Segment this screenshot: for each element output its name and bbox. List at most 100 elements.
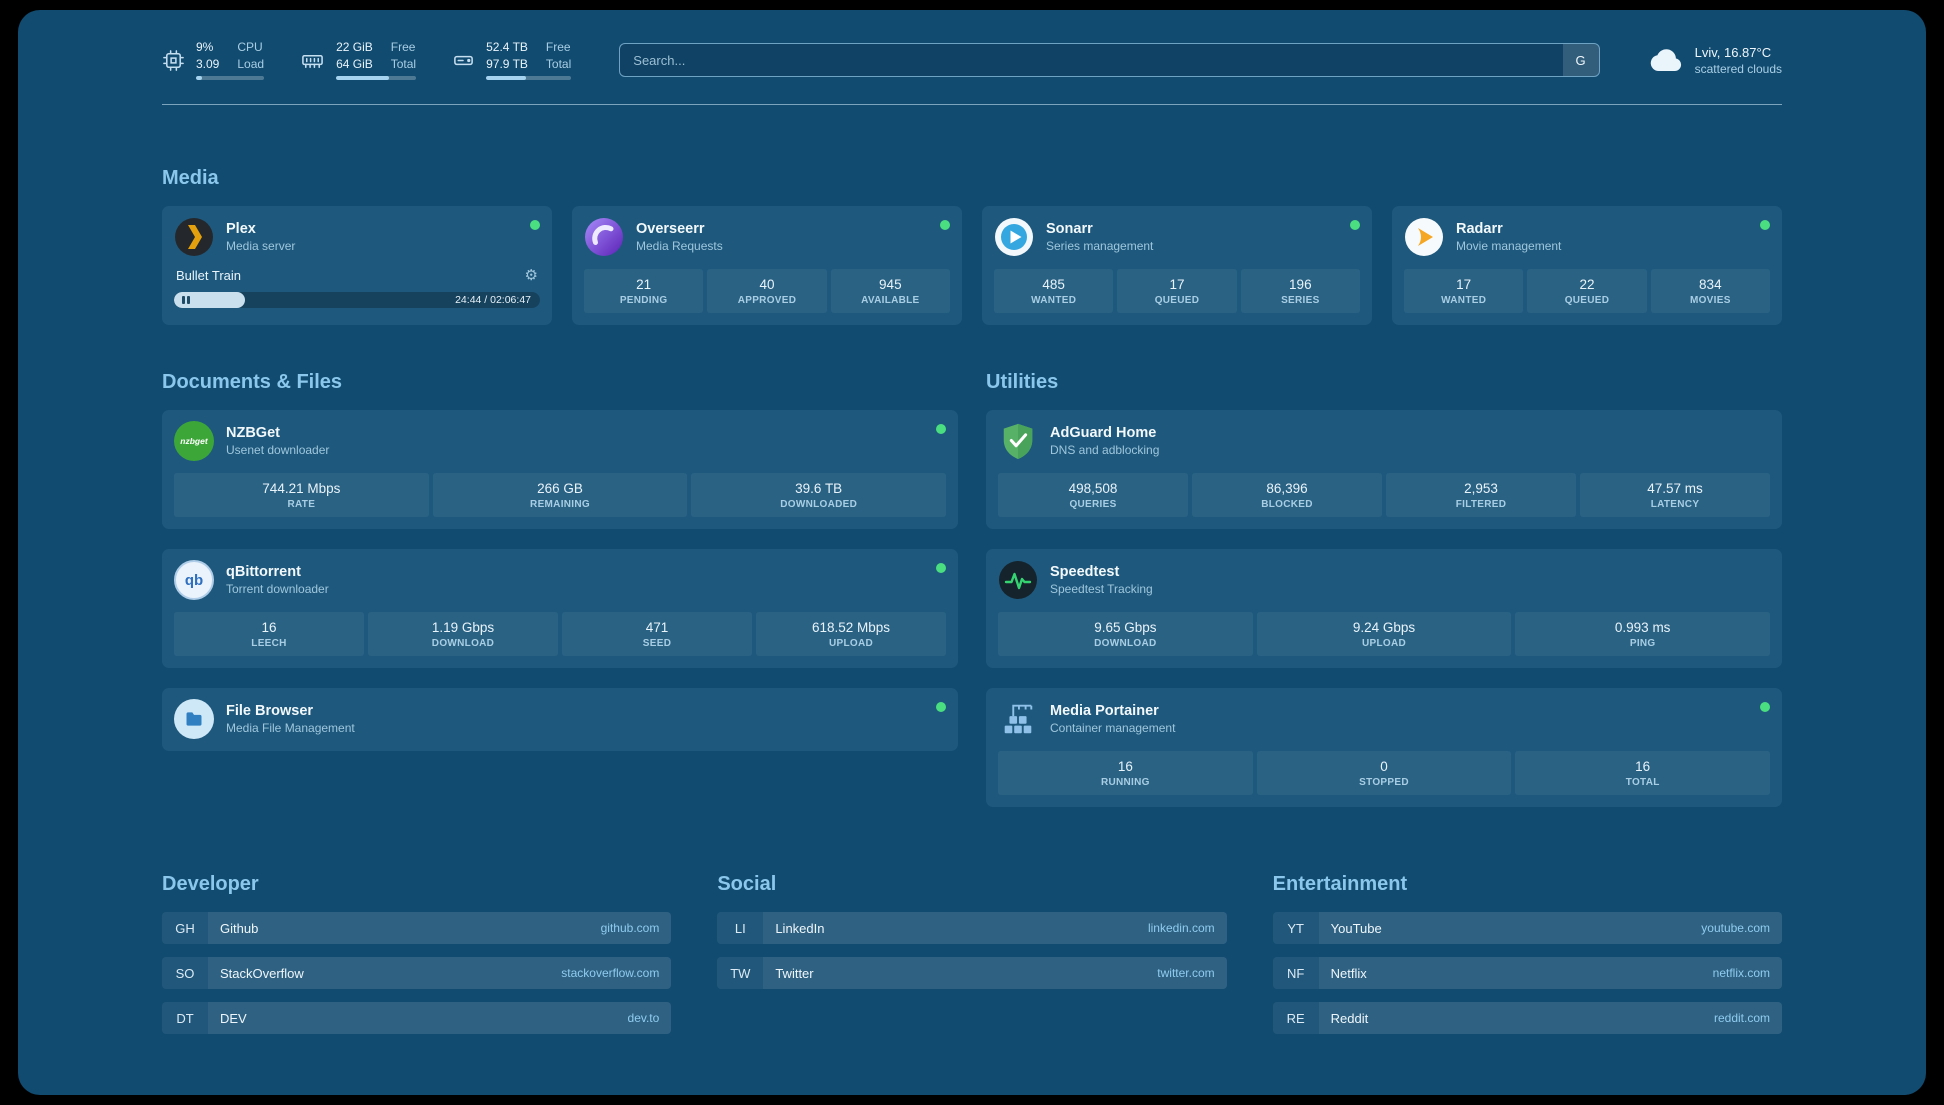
- bookmark-url: github.com: [600, 921, 660, 936]
- stat: 618.52 Mbps UPLOAD: [756, 612, 946, 657]
- stat-label: DOWNLOADED: [780, 499, 858, 511]
- service-subtitle: Speedtest Tracking: [1050, 582, 1153, 597]
- disk-icon: [452, 49, 475, 72]
- stat-label: LATENCY: [1650, 499, 1700, 511]
- service-subtitle: Media Requests: [636, 239, 723, 254]
- service-title: File Browser: [226, 703, 314, 720]
- memory-free-value: 22 GiB: [336, 40, 373, 54]
- service-title: qBittorrent: [226, 564, 301, 581]
- card-filebrowser[interactable]: File Browser Media File Management: [162, 688, 958, 752]
- stat-value: 17: [1456, 277, 1472, 293]
- stat: 834 MOVIES: [1650, 269, 1770, 314]
- stat-label: MOVIES: [1689, 295, 1731, 307]
- status-dot: [936, 563, 946, 574]
- status-dot: [1350, 220, 1360, 231]
- stat: 0.993 ms PING: [1515, 612, 1771, 657]
- card-plex[interactable]: Plex Media server Bullet Train ⚙ 24:44 /…: [162, 206, 552, 326]
- service-title: Overseerr: [636, 221, 705, 238]
- bookmark-name: Github: [220, 920, 259, 936]
- stat-value: 16: [1117, 759, 1133, 775]
- bookmark-abbr: DT: [162, 1002, 208, 1035]
- service-title: AdGuard Home: [1050, 425, 1157, 442]
- bookmark-twitter[interactable]: TW Twitter twitter.com: [717, 957, 1227, 990]
- stat-value: 47.57 ms: [1647, 481, 1703, 497]
- stat-label: SERIES: [1281, 295, 1320, 307]
- stat-value: 2,953: [1464, 481, 1498, 497]
- stat-label: RUNNING: [1100, 777, 1150, 789]
- top-bar: 9% 3.09 CPU Load: [162, 40, 1782, 81]
- bookmark-netflix[interactable]: NF Netflix netflix.com: [1272, 957, 1782, 990]
- status-dot: [530, 220, 540, 231]
- card-sonarr[interactable]: Sonarr Series management 485 WANTED 17 Q…: [982, 206, 1372, 326]
- service-title: Sonarr: [1046, 221, 1093, 238]
- cloud-icon: [1648, 47, 1684, 73]
- card-portainer[interactable]: Media Portainer Container management 16 …: [986, 688, 1782, 808]
- stat: 196 SERIES: [1240, 269, 1360, 314]
- stat: 39.6 TB DOWNLOADED: [691, 473, 947, 518]
- bookmark-name: Reddit: [1330, 1010, 1369, 1026]
- bookmark-url: youtube.com: [1701, 921, 1770, 936]
- stat-value: 17: [1169, 277, 1185, 293]
- stat-value: 498,508: [1068, 481, 1118, 497]
- stat-value: 40: [759, 277, 775, 293]
- stat-value: 0: [1380, 759, 1388, 775]
- weather-location: Lviv, 16.87°C: [1694, 44, 1772, 60]
- stat: 47.57 ms LATENCY: [1580, 473, 1770, 518]
- bookmark-name: DEV: [220, 1010, 247, 1026]
- bookmark-github[interactable]: GH Github github.com: [162, 912, 672, 945]
- search-input[interactable]: [620, 44, 1563, 77]
- memory-total-label: Total: [390, 56, 417, 71]
- gear-icon[interactable]: ⚙: [524, 267, 538, 285]
- bookmark-url: twitter.com: [1157, 966, 1215, 981]
- stat-value: 22: [1579, 277, 1595, 293]
- stat-label: SEED: [642, 638, 672, 650]
- stat-value: 485: [1042, 277, 1065, 293]
- memory-icon: [300, 49, 325, 72]
- sonarr-icon: [994, 217, 1034, 257]
- card-adguard[interactable]: AdGuard Home DNS and adblocking 498,508 …: [986, 410, 1782, 530]
- stat: 9.24 Gbps UPLOAD: [1256, 612, 1512, 657]
- card-qbittorrent[interactable]: qb qBittorrent Torrent downloader 16 LEE…: [162, 549, 958, 669]
- stat: 485 WANTED: [994, 269, 1114, 314]
- stat-label: FILTERED: [1455, 499, 1507, 511]
- overseerr-icon: [584, 217, 624, 257]
- bookmark-abbr: YT: [1272, 912, 1319, 945]
- speedtest-icon: [998, 560, 1038, 600]
- card-speedtest[interactable]: Speedtest Speedtest Tracking 9.65 Gbps D…: [986, 549, 1782, 669]
- stat: 21 PENDING: [584, 269, 704, 314]
- memory-total-value: 64 GiB: [336, 56, 373, 71]
- bookmark-youtube[interactable]: YT YouTube youtube.com: [1272, 912, 1782, 945]
- stat-value: 21: [636, 277, 652, 293]
- service-subtitle: Usenet downloader: [226, 443, 330, 458]
- section-utilities: Utilities AdGuard Home DNS and adblockin…: [986, 371, 1782, 808]
- stat-label: REMAINING: [530, 499, 590, 511]
- playback-progress-bar[interactable]: 24:44 / 02:06:47: [174, 292, 540, 309]
- stat-value: 86,396: [1266, 481, 1308, 497]
- section-media: Media Plex Media server: [162, 167, 1782, 326]
- search-provider-button[interactable]: G: [1562, 44, 1599, 77]
- nzbget-icon: nzbget: [174, 421, 214, 462]
- stat-label: QUERIES: [1069, 499, 1117, 511]
- status-dot: [936, 702, 946, 713]
- status-dot: [1760, 702, 1770, 713]
- stat: 471 SEED: [562, 612, 752, 657]
- bookmark-stackoverflow[interactable]: SO StackOverflow stackoverflow.com: [162, 957, 672, 990]
- stat: 86,396 BLOCKED: [1192, 473, 1382, 518]
- bookmark-dev[interactable]: DT DEV dev.to: [162, 1002, 672, 1035]
- portainer-icon: [998, 699, 1038, 739]
- disk-total-value: 97.9 TB: [486, 56, 528, 71]
- bookmark-linkedin[interactable]: LI LinkedIn linkedin.com: [717, 912, 1227, 945]
- section-documents: Documents & Files nzbget NZBGet Usenet d…: [162, 371, 958, 807]
- cpu-icon: [162, 49, 185, 72]
- stat-label: STOPPED: [1359, 777, 1409, 789]
- card-nzbget[interactable]: nzbget NZBGet Usenet downloader 744.21 M…: [162, 410, 958, 530]
- card-overseerr[interactable]: Overseerr Media Requests 21 PENDING 40 A…: [572, 206, 962, 326]
- bookmark-reddit[interactable]: RE Reddit reddit.com: [1272, 1002, 1782, 1035]
- radarr-icon: [1404, 217, 1444, 257]
- resource-widgets: 9% 3.09 CPU Load: [162, 40, 572, 81]
- service-subtitle: Media File Management: [226, 721, 355, 736]
- card-radarr[interactable]: Radarr Movie management 17 WANTED 22 QUE…: [1392, 206, 1782, 326]
- stat: 498,508 QUERIES: [998, 473, 1188, 518]
- section-title-media: Media: [162, 167, 219, 190]
- stat: 17 QUEUED: [1117, 269, 1237, 314]
